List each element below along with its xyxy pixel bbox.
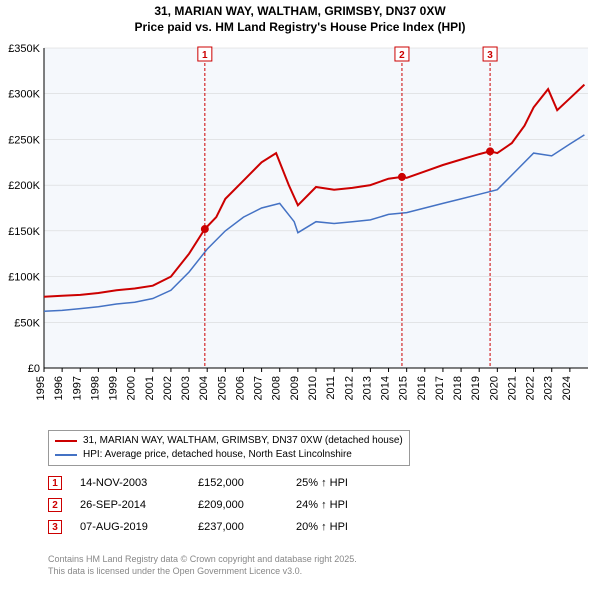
x-tick-label: 2014 <box>380 376 392 400</box>
legend-swatch <box>55 454 77 456</box>
x-tick-label: 2010 <box>307 376 319 400</box>
x-tick-label: 2023 <box>543 376 555 400</box>
marker-dot <box>201 225 209 233</box>
y-tick-label: £50K <box>14 317 40 329</box>
x-tick-label: 2008 <box>271 376 283 400</box>
tx-marker-box: 2 <box>48 498 62 512</box>
x-tick-label: 1995 <box>35 376 47 400</box>
y-tick-label: £200K <box>8 180 40 192</box>
tx-marker-box: 3 <box>48 520 62 534</box>
x-tick-label: 2000 <box>126 376 138 400</box>
marker-dot <box>486 147 494 155</box>
x-tick-label: 2009 <box>289 376 301 400</box>
x-tick-label: 2017 <box>434 376 446 400</box>
x-tick-label: 2022 <box>525 376 537 400</box>
footer-line1: Contains HM Land Registry data © Crown c… <box>48 554 357 566</box>
marker-number: 3 <box>487 50 493 61</box>
x-tick-label: 2004 <box>198 376 210 400</box>
x-tick-label: 2016 <box>416 376 428 400</box>
chart-container: 31, MARIAN WAY, WALTHAM, GRIMSBY, DN37 0… <box>0 0 600 590</box>
x-tick-label: 1997 <box>71 376 83 400</box>
x-tick-label: 2024 <box>561 376 573 400</box>
transaction-table: 1 14-NOV-2003 £152,000 25% ↑ HPI 2 26-SEP-201… <box>48 472 376 538</box>
y-tick-label: £150K <box>8 226 40 238</box>
tx-delta: 24% ↑ HPI <box>296 499 376 511</box>
x-tick-label: 2013 <box>361 376 373 400</box>
x-tick-label: 1998 <box>89 376 101 400</box>
y-tick-label: £350K <box>8 43 40 55</box>
x-tick-label: 2011 <box>325 376 337 400</box>
x-tick-label: 2006 <box>234 376 246 400</box>
tx-delta: 20% ↑ HPI <box>296 521 376 533</box>
tx-marker-box: 1 <box>48 476 62 490</box>
y-tick-label: £0 <box>28 363 40 375</box>
x-tick-label: 2012 <box>343 376 355 400</box>
table-row: 1 14-NOV-2003 £152,000 25% ↑ HPI <box>48 472 376 494</box>
x-tick-label: 2003 <box>180 376 192 400</box>
marker-number: 1 <box>202 50 208 61</box>
legend-row: 31, MARIAN WAY, WALTHAM, GRIMSBY, DN37 0… <box>55 434 403 448</box>
y-tick-label: £300K <box>8 89 40 101</box>
x-tick-label: 1996 <box>53 376 65 400</box>
footer: Contains HM Land Registry data © Crown c… <box>48 554 357 577</box>
y-tick-label: £100K <box>8 272 40 284</box>
y-tick-label: £250K <box>8 134 40 146</box>
x-tick-label: 2019 <box>470 376 482 400</box>
legend-label: HPI: Average price, detached house, Nort… <box>83 448 352 462</box>
x-tick-label: 2021 <box>506 376 518 400</box>
tx-delta: 25% ↑ HPI <box>296 477 376 489</box>
legend-label: 31, MARIAN WAY, WALTHAM, GRIMSBY, DN37 0… <box>83 434 403 448</box>
footer-line2: This data is licensed under the Open Gov… <box>48 566 357 578</box>
legend-swatch <box>55 440 77 442</box>
x-tick-label: 1999 <box>108 376 120 400</box>
table-row: 3 07-AUG-2019 £237,000 20% ↑ HPI <box>48 516 376 538</box>
x-tick-label: 2020 <box>488 376 500 400</box>
x-tick-label: 2018 <box>452 376 464 400</box>
tx-price: £237,000 <box>198 521 278 533</box>
marker-number: 2 <box>399 50 405 61</box>
x-tick-label: 2005 <box>216 376 228 400</box>
table-row: 2 26-SEP-2014 £209,000 24% ↑ HPI <box>48 494 376 516</box>
x-tick-label: 2007 <box>253 376 265 400</box>
tx-date: 14-NOV-2003 <box>80 477 180 489</box>
tx-price: £152,000 <box>198 477 278 489</box>
x-tick-label: 2002 <box>162 376 174 400</box>
chart-svg: £0 £50K £100K £150K £200K £250K £300K £350K 1995… <box>0 0 600 430</box>
tx-price: £209,000 <box>198 499 278 511</box>
tx-date: 26-SEP-2014 <box>80 499 180 511</box>
x-tick-label: 2001 <box>144 376 156 400</box>
legend: 31, MARIAN WAY, WALTHAM, GRIMSBY, DN37 0… <box>48 430 410 466</box>
tx-date: 07-AUG-2019 <box>80 521 180 533</box>
marker-dot <box>398 173 406 181</box>
x-tick-label: 2015 <box>398 376 410 400</box>
plot-background <box>44 48 588 368</box>
legend-row: HPI: Average price, detached house, Nort… <box>55 448 403 462</box>
